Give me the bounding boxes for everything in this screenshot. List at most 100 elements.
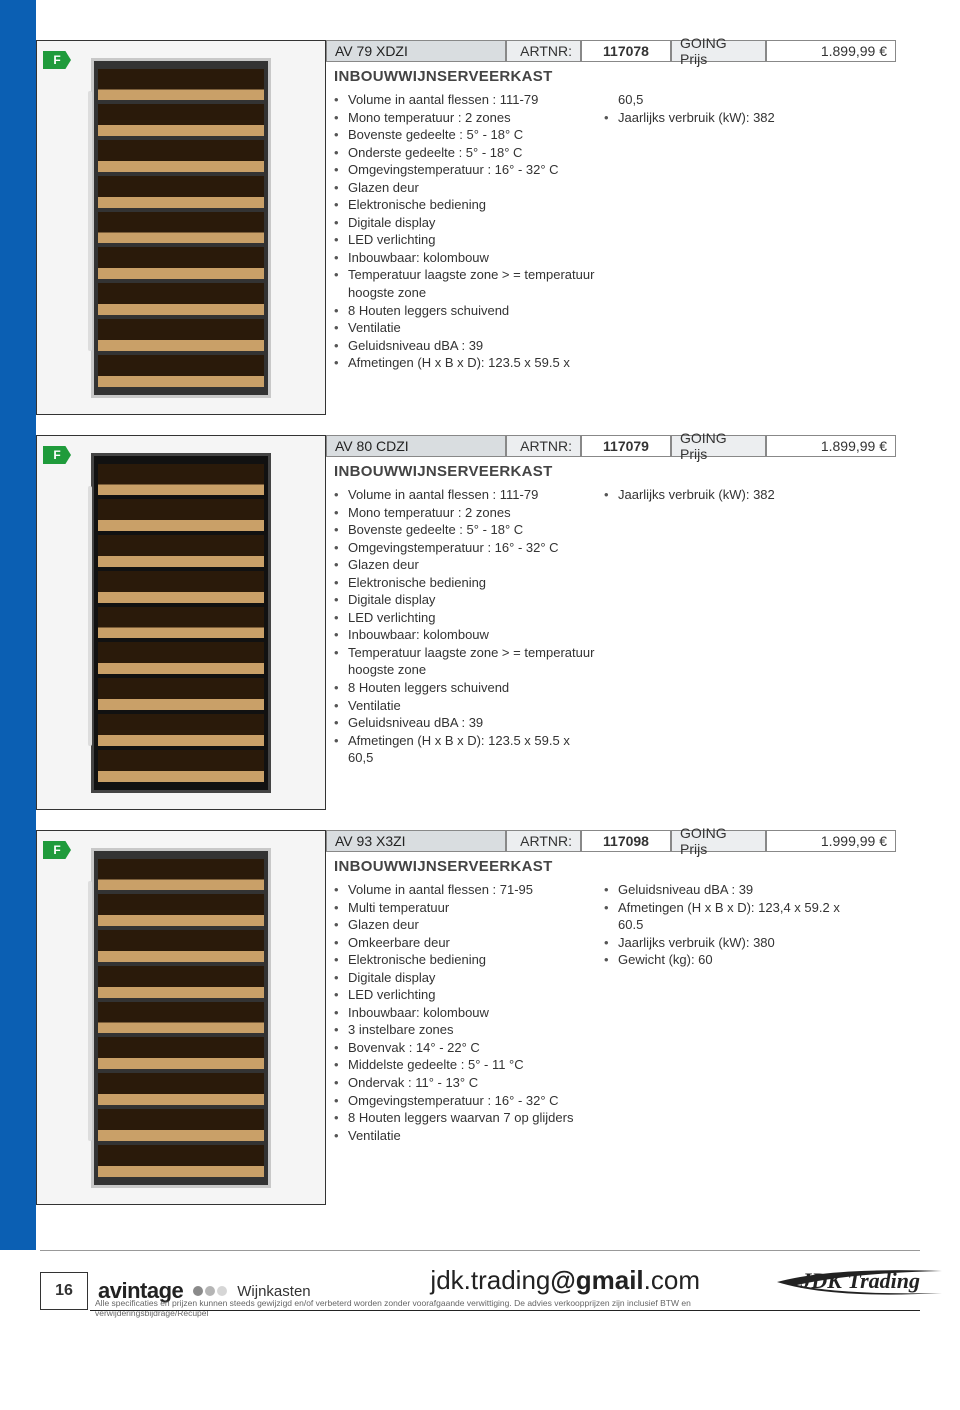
product-image-box: F	[36, 435, 326, 810]
shelf	[98, 1073, 264, 1105]
product-header-row: AV 79 XDZIARTNR:117078GOING Prijs1.899,9…	[326, 40, 896, 62]
artnr-value: 117079	[581, 435, 671, 457]
energy-label: F	[43, 841, 71, 859]
artnr-label: ARTNR:	[506, 435, 581, 457]
spec-item: Digitale display	[334, 591, 596, 609]
spec-item: 3 instelbare zones	[334, 1021, 596, 1039]
spec-item: Volume in aantal flessen : 111-79	[334, 486, 596, 504]
product-details: AV 93 X3ZIARTNR:117098GOING Prijs1.999,9…	[326, 830, 896, 1205]
brand-dot	[205, 1286, 215, 1296]
spec-item: Geluidsniveau dBA : 39	[334, 337, 596, 355]
spec-item: Ventilatie	[334, 319, 596, 337]
spec-item: Omgevingstemperatuur : 16° - 32° C	[334, 1092, 596, 1110]
spec-item: Temperatuur laagste zone > = temperatu­u…	[334, 266, 596, 301]
shelf	[98, 1002, 264, 1034]
shelf	[98, 176, 264, 208]
shelf	[98, 750, 264, 782]
spec-item: Gewicht (kg): 60	[604, 951, 866, 969]
price-value: 1.899,99 €	[766, 40, 896, 62]
spec-item: Temperatuur laagste zone > = temperatu­u…	[334, 644, 596, 679]
spec-col-1: Volume in aantal flessen : 71-95Multi te…	[326, 881, 596, 1144]
spec-col-2: Jaarlijks verbruik (kW): 382	[596, 486, 866, 767]
spec-item: Elektronische bediening	[334, 196, 596, 214]
spec-item: Ventilatie	[334, 697, 596, 715]
spec-item: Middelste gedeelte : 5° - 11 °C	[334, 1056, 596, 1074]
shelf	[98, 1109, 264, 1141]
shelf	[98, 319, 264, 351]
shelf	[98, 464, 264, 496]
shelf	[98, 355, 264, 387]
shelf	[98, 535, 264, 567]
spec-col-2: Geluidsniveau dBA : 39Afmetingen (H x B …	[596, 881, 866, 1144]
model-name: AV 93 X3ZI	[326, 830, 506, 852]
shelf	[98, 247, 264, 279]
email-right: .com	[644, 1265, 700, 1295]
spec-col-1: Volume in aantal flessen : 111-79Mono te…	[326, 486, 596, 767]
spec-item: Glazen deur	[334, 179, 596, 197]
wine-cooler-illustration	[91, 58, 271, 398]
page-number: 16	[40, 1272, 88, 1310]
shelf	[98, 966, 264, 998]
spec-col-2: 60,5Jaarlijks verbruik (kW): 382	[596, 91, 866, 372]
logo-text: JDK Trading	[800, 1268, 920, 1293]
shelf	[98, 283, 264, 315]
spec-item: Omgevingstemperatuur : 16° - 32° C	[334, 539, 596, 557]
product-image-box: F	[36, 40, 326, 415]
spec-item: LED verlichting	[334, 609, 596, 627]
spec-item: 8 Houten leggers schuivend	[334, 302, 596, 320]
spec-item: 8 Houten leggers waarvan 7 op glijders	[334, 1109, 596, 1127]
shelf	[98, 642, 264, 674]
product-card: F AV 80 CDZIARTNR:117079GOING Prijs1.899,…	[36, 435, 896, 810]
shelf	[98, 859, 264, 891]
price-label: GOING Prijs	[671, 830, 766, 852]
spec-item: LED verlichting	[334, 986, 596, 1004]
product-details: AV 79 XDZIARTNR:117078GOING Prijs1.899,9…	[326, 40, 896, 415]
product-category: INBOUWWIJNSERVEERKAST	[334, 858, 896, 875]
product-details: AV 80 CDZIARTNR:117079GOING Prijs1.899,9…	[326, 435, 896, 810]
wine-cooler-illustration	[91, 848, 271, 1188]
footer-underline	[90, 1310, 920, 1311]
spec-continuation: 60,5	[604, 91, 866, 109]
spec-item: Omkeerbare deur	[334, 934, 596, 952]
handle	[88, 881, 92, 1141]
spec-item: Inbouwbaar: kolombouw	[334, 626, 596, 644]
price-value: 1.899,99 €	[766, 435, 896, 457]
spec-item: Volume in aantal flessen : 71-95	[334, 881, 596, 899]
price-label: GOING Prijs	[671, 40, 766, 62]
spec-item: Ventilatie	[334, 1127, 596, 1145]
energy-label: F	[43, 51, 71, 69]
spec-item: Bovenste gedeelte : 5° - 18° C	[334, 521, 596, 539]
spec-item: Bovenvak : 14° - 22° C	[334, 1039, 596, 1057]
artnr-label: ARTNR:	[506, 830, 581, 852]
spec-item: Glazen deur	[334, 556, 596, 574]
shelf	[98, 714, 264, 746]
product-category: INBOUWWIJNSERVEERKAST	[334, 68, 896, 85]
footer-category: Wijnkasten	[237, 1283, 310, 1300]
spec-item: Multi temperatuur	[334, 899, 596, 917]
product-category: INBOUWWIJNSERVEERKAST	[334, 463, 896, 480]
shelf	[98, 930, 264, 962]
spec-item: Ondervak : 11° - 13° C	[334, 1074, 596, 1092]
price-value: 1.999,99 €	[766, 830, 896, 852]
email-address: jdk.trading@gmail.com	[430, 1265, 700, 1296]
spec-item: Jaarlijks verbruik (kW): 380	[604, 934, 866, 952]
artnr-value: 117098	[581, 830, 671, 852]
energy-label: F	[43, 446, 71, 464]
spec-item: Inbouwbaar: kolombouw	[334, 1004, 596, 1022]
spec-columns: Volume in aantal flessen : 71-95Multi te…	[326, 881, 896, 1144]
email-left: jdk.trading	[430, 1265, 550, 1295]
spec-item: 8 Houten leggers schuivend	[334, 679, 596, 697]
spec-item: Mono temperatuur : 2 zones	[334, 109, 596, 127]
shelf	[98, 678, 264, 710]
shelf	[98, 1037, 264, 1069]
left-sidebar	[0, 0, 36, 1250]
email-bold: @gmail	[550, 1265, 643, 1295]
shelf	[98, 69, 264, 101]
spec-columns: Volume in aantal flessen : 111-79Mono te…	[326, 91, 896, 372]
spec-item: Geluidsniveau dBA : 39	[604, 881, 866, 899]
artnr-label: ARTNR:	[506, 40, 581, 62]
product-card: F AV 79 XDZIARTNR:117078GOING Prijs1.899,…	[36, 40, 896, 415]
brand-dot	[193, 1286, 203, 1296]
artnr-value: 117078	[581, 40, 671, 62]
shelf	[98, 499, 264, 531]
